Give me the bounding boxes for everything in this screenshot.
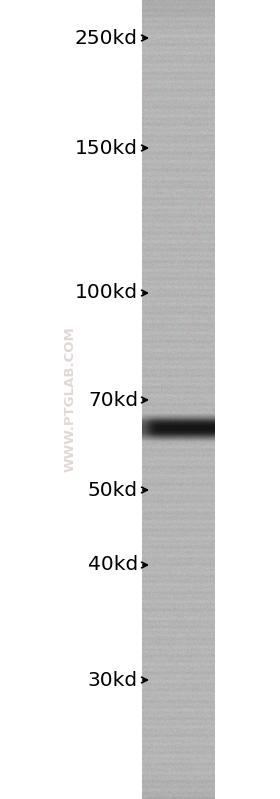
Text: WWW.PTGLAB.COM: WWW.PTGLAB.COM xyxy=(64,327,76,472)
Text: 70kd: 70kd xyxy=(88,391,138,410)
Text: 100kd: 100kd xyxy=(75,284,138,303)
Text: 30kd: 30kd xyxy=(88,670,138,690)
Text: 40kd: 40kd xyxy=(88,555,138,574)
Text: 250kd: 250kd xyxy=(75,29,138,47)
Text: 50kd: 50kd xyxy=(88,480,138,499)
Text: 150kd: 150kd xyxy=(75,138,138,157)
